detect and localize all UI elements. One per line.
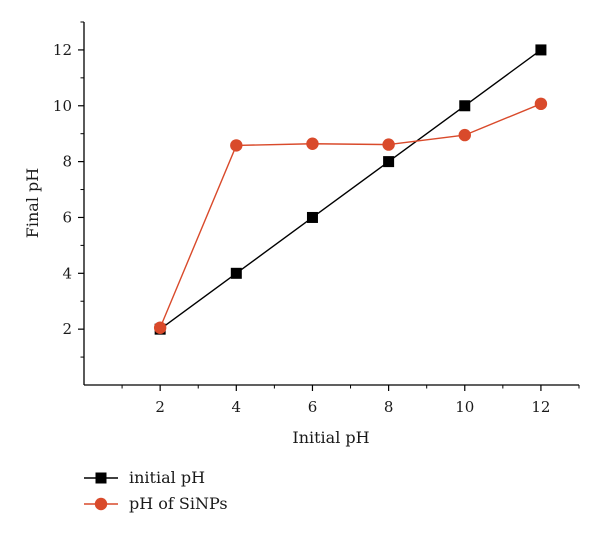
x-tick-label: 4 bbox=[232, 398, 242, 416]
x-tick-label: 10 bbox=[455, 398, 474, 416]
series-line bbox=[159, 49, 542, 330]
y-tick-label: 6 bbox=[62, 208, 72, 226]
series-layer bbox=[153, 44, 548, 335]
x-tick-label: 2 bbox=[155, 398, 165, 416]
data-point bbox=[306, 211, 318, 223]
legend-label: initial pH bbox=[129, 468, 205, 487]
y-tick-label: 2 bbox=[62, 320, 72, 338]
data-point bbox=[306, 137, 319, 150]
x-tick-label: 12 bbox=[531, 398, 550, 416]
data-point bbox=[534, 97, 548, 111]
legend-marker bbox=[95, 472, 107, 484]
y-ticks: 2 4 6 8 10 12 bbox=[53, 21, 84, 358]
data-point bbox=[458, 128, 471, 142]
x-tick-label: 6 bbox=[308, 398, 318, 416]
legend-label: pH of SiNPs bbox=[129, 494, 228, 513]
data-point bbox=[153, 321, 167, 334]
series-1 bbox=[154, 44, 547, 335]
series-line bbox=[159, 103, 542, 329]
data-point bbox=[230, 139, 243, 152]
y-tick-label: 10 bbox=[53, 97, 72, 115]
legend-item: initial pH bbox=[84, 468, 205, 487]
y-tick-label: 8 bbox=[62, 153, 72, 171]
x-tick-label: 8 bbox=[384, 398, 394, 416]
y-tick-label: 12 bbox=[53, 41, 72, 59]
data-point bbox=[459, 100, 471, 112]
y-axis-title: Final pH bbox=[23, 168, 42, 239]
legend-item: pH of SiNPs bbox=[84, 494, 228, 513]
legend-marker bbox=[94, 497, 108, 511]
data-point bbox=[383, 156, 395, 168]
data-point bbox=[230, 267, 242, 279]
data-point bbox=[535, 44, 547, 56]
legend: initial pH pH of SiNPs bbox=[84, 468, 228, 513]
x-ticks: 2 4 6 8 10 12 bbox=[121, 385, 580, 416]
y-tick-label: 4 bbox=[62, 264, 72, 282]
data-point bbox=[382, 138, 395, 151]
series-2 bbox=[153, 97, 548, 334]
x-axis-title: Initial pH bbox=[292, 428, 369, 447]
